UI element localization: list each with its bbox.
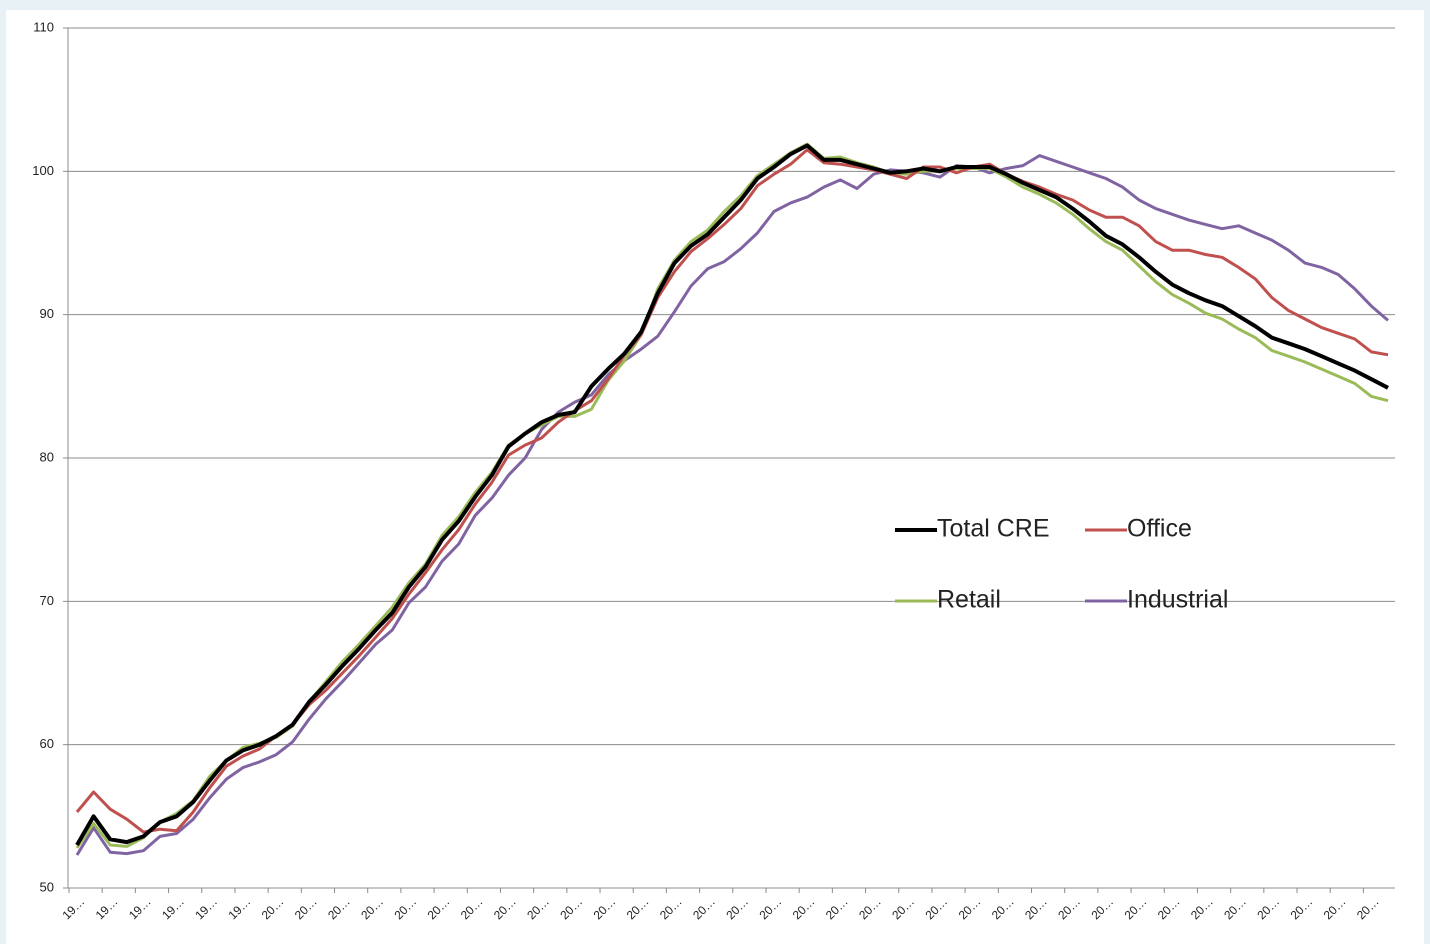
series-line: [75, 154, 1389, 856]
legend-label: Office: [1127, 515, 1192, 543]
y-tick-label: 80: [40, 449, 54, 464]
chart-area: [6, 10, 1424, 944]
plot-lines: [75, 142, 1389, 856]
y-tick-label: 60: [40, 736, 54, 751]
legend-label: Retail: [937, 586, 1001, 614]
legend-label: Industrial: [1127, 586, 1228, 614]
y-tick-label: 50: [40, 879, 54, 894]
y-tick-label: 100: [32, 163, 54, 178]
legend-label: Total CRE: [937, 515, 1050, 543]
y-tick-label: 70: [40, 593, 54, 608]
y-tick-label: 90: [40, 306, 54, 321]
series-line: [75, 143, 1389, 847]
y-tick-label: 110: [33, 19, 54, 34]
legend: Total CRE Office Retail Industrial: [895, 515, 1228, 614]
